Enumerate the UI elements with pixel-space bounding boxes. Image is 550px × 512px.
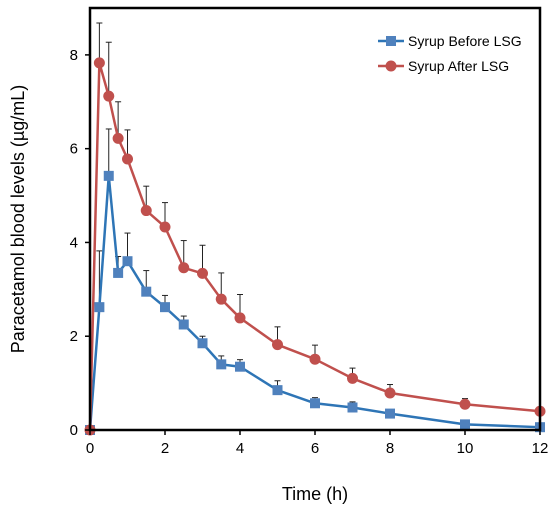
data-point-before [94,302,105,313]
data-point-after [140,205,152,217]
y-axis-ticks: 0 2 4 6 8 [70,47,90,439]
series-line-after [88,61,541,431]
series-line-before [88,174,541,431]
data-point-after [459,398,471,410]
legend: Syrup Before LSG Syrup After LSG [378,33,522,74]
data-point-before [235,361,245,372]
legend-item-after: Syrup After LSG [378,58,509,74]
data-point-after [384,387,396,399]
data-point-before [272,385,283,396]
data-point-before [216,359,227,370]
data-point-before [160,302,170,313]
y-tick-label: 2 [70,328,78,345]
data-point-before [178,319,189,330]
data-point-after [309,353,321,365]
x-tick-label: 6 [311,440,319,457]
data-point-before [385,408,395,419]
y-tick-label: 0 [70,422,78,439]
legend-label-after: Syrup After LSG [408,58,509,74]
x-tick-label: 2 [161,440,169,457]
data-point-before [141,286,152,297]
data-point-after [112,132,124,144]
y-tick-label: 6 [70,141,78,158]
y-axis-title: Paracetamol blood levels (µg/mL) [8,85,28,354]
data-point-after [103,90,115,102]
legend-label-before: Syrup Before LSG [408,33,522,49]
legend-marker-before [386,36,396,46]
legend-marker-after [385,60,397,72]
y-tick-label: 4 [70,234,78,251]
data-point-before [347,402,358,413]
data-point-before [197,338,208,349]
x-tick-label: 10 [457,440,474,457]
legend-item-before: Syrup Before LSG [378,33,522,49]
data-point-after [234,312,246,324]
data-point-before [103,170,114,181]
data-point-before [113,267,124,278]
data-point-before [460,419,470,430]
data-point-after [347,372,358,384]
data-point-after [272,339,283,351]
data-point-after [215,293,227,305]
data-point-after [93,57,105,69]
data-point-after [197,267,208,279]
data-point-after [159,221,171,233]
x-tick-label: 8 [386,440,394,457]
x-tick-label: 4 [236,440,244,457]
data-point-before [122,256,133,267]
x-axis-ticks: 0 2 4 6 8 10 12 [86,430,549,457]
series-lines [88,61,541,431]
x-tick-label: 12 [532,440,549,457]
data-point-before [310,398,320,409]
data-point-after [122,153,133,165]
data-point-after [178,262,190,274]
x-axis-title: Time (h) [282,484,348,504]
y-tick-label: 8 [70,47,78,64]
x-tick-label: 0 [86,440,94,457]
series-markers [84,57,546,436]
